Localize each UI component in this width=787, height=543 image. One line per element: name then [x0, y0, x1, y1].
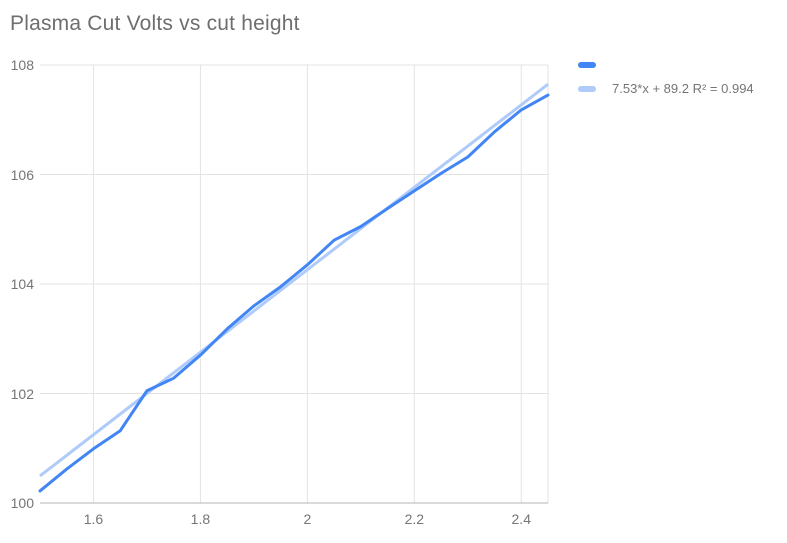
x-tick-label: 2.4: [511, 511, 531, 527]
trendline-color-swatch: [578, 85, 596, 92]
legend: 7.53*x + 89.2 R² = 0.994: [578, 58, 754, 106]
y-tick-label: 102: [10, 385, 34, 402]
legend-label-trendline: 7.53*x + 89.2 R² = 0.994: [612, 81, 754, 96]
legend-item-series: [578, 58, 754, 71]
plot-area: [38, 64, 550, 504]
y-tick-label: 106: [10, 166, 34, 183]
trendline: [39, 83, 549, 478]
y-tick-label: 108: [10, 57, 34, 73]
y-tick-label: 100: [10, 495, 34, 511]
legend-item-trendline: 7.53*x + 89.2 R² = 0.994: [578, 81, 754, 96]
x-tick-label: 1.6: [83, 511, 104, 527]
x-tick-label: 2.2: [404, 511, 425, 527]
chart-title: Plasma Cut Volts vs cut height: [10, 12, 300, 35]
series-line: [38, 93, 550, 493]
x-tick-label: 1.8: [190, 511, 211, 527]
series-color-swatch: [578, 61, 596, 68]
y-tick-label: 104: [10, 276, 34, 292]
x-tick-label: 2: [303, 511, 312, 527]
